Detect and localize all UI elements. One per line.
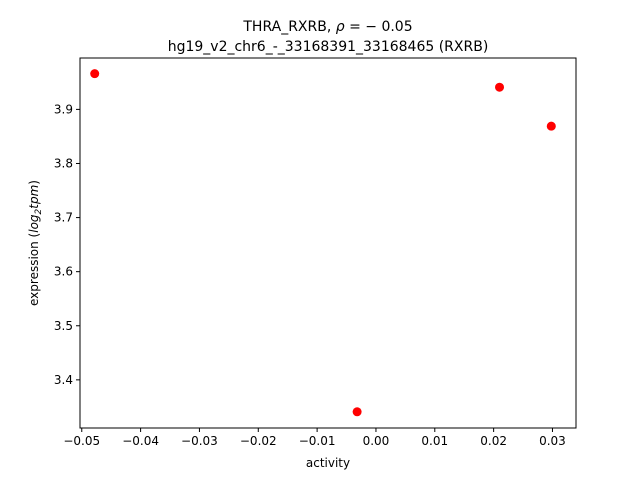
- y-tick-label: 3.5: [54, 319, 73, 333]
- x-tick-label: −0.04: [122, 434, 159, 448]
- y-tick-label: 3.7: [54, 211, 73, 225]
- x-tick-label: 0.01: [421, 434, 448, 448]
- y-tick-label: 3.4: [54, 373, 73, 387]
- y-axis-ticks: 3.4 3.5 3.6 3.7 3.8 3.9: [54, 102, 80, 387]
- x-tick-label: −0.03: [181, 434, 218, 448]
- plot-frame: [79, 57, 577, 429]
- scatter-point: [352, 407, 362, 417]
- x-tick-label: −0.01: [299, 434, 336, 448]
- chart-title-line2: hg19_v2_chr6_-_33168391_33168465 (RXRB): [168, 39, 489, 55]
- x-tick-label: −0.02: [240, 434, 277, 448]
- scatter-point: [546, 121, 556, 131]
- y-tick-label: 3.6: [54, 265, 73, 279]
- y-tick-label: 3.8: [54, 156, 73, 170]
- x-axis-label: activity: [306, 456, 350, 470]
- chart-title-line1: THRA_RXRB, ρ = − 0.05: [242, 19, 412, 35]
- y-tick-label: 3.9: [54, 102, 73, 116]
- scatter-point: [495, 82, 505, 92]
- y-axis-label: expression (log2tpm): [27, 180, 44, 306]
- x-tick-label: 0.00: [363, 434, 390, 448]
- x-tick-label: 0.02: [480, 434, 507, 448]
- x-axis-ticks: −0.05 −0.04 −0.03 −0.02 −0.01 0.00 0.01 0.02 0.0…: [63, 428, 566, 448]
- x-tick-label: 0.03: [539, 434, 566, 448]
- data-points: [90, 69, 556, 417]
- scatter-point: [90, 69, 100, 79]
- x-tick-label: −0.05: [63, 434, 100, 448]
